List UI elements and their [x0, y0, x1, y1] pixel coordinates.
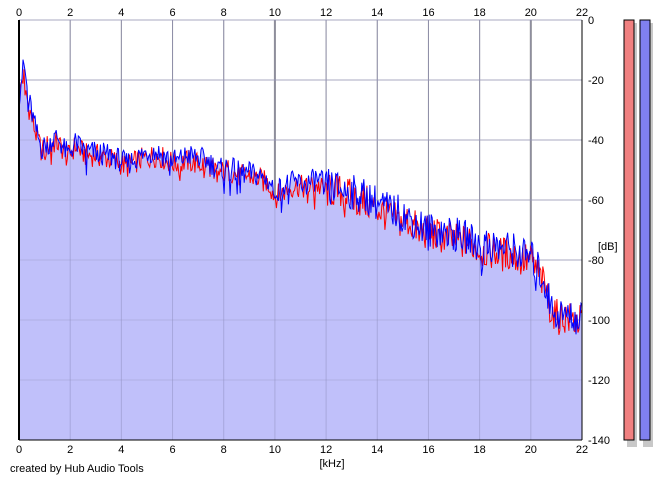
y-tick-label: -20: [588, 75, 604, 87]
x-tick-label-bottom: 18: [474, 444, 486, 456]
x-tick-label-bottom: 20: [525, 444, 537, 456]
spectrum-series: [18, 59, 583, 336]
x-tick-label-bottom: 0: [16, 444, 22, 456]
credit-text: created by Hub Audio Tools: [10, 463, 144, 475]
x-tick-label-top: 22: [576, 7, 588, 19]
spectrum-fill-area: [18, 19, 583, 441]
spectrum-fill: [19, 59, 582, 440]
y-tick-label: -120: [588, 375, 610, 387]
y-tick-label: -100: [588, 315, 610, 327]
x-tick-label-top: 12: [320, 7, 332, 19]
x-tick-label-top: 10: [269, 7, 281, 19]
y-tick-label: -60: [588, 195, 604, 207]
x-tick-label-top: 0: [16, 7, 22, 19]
x-tick-label-top: 2: [67, 7, 73, 19]
y-tick-label: -140: [588, 435, 610, 447]
level-meter-bar: [639, 19, 651, 441]
x-tick-label-top: 16: [422, 7, 434, 19]
y-tick-labels: 0 -20 -40 -60 -80 -100 -120 -140: [588, 15, 610, 447]
x-tick-label-bottom: 2: [67, 444, 73, 456]
x-tick-labels-top: 0 2 4 6 8 10 12 14 16 18 20 22: [16, 7, 588, 19]
level-meters: [623, 19, 653, 447]
x-tick-label-bottom: 16: [422, 444, 434, 456]
x-tick-label-bottom: 10: [269, 444, 281, 456]
x-tick-label-top: 18: [474, 7, 486, 19]
series-line-blue: [18, 59, 583, 335]
x-tick-label-bottom: 4: [118, 444, 124, 456]
x-tick-label-top: 4: [118, 7, 124, 19]
x-tick-labels-bottom: 0 2 4 6 8 10 12 14 16 18 20 22: [16, 444, 588, 456]
x-tick-label-bottom: 22: [576, 444, 588, 456]
y-axis-unit-label: [dB]: [598, 241, 618, 253]
x-axis-unit-label: [kHz]: [319, 458, 344, 470]
x-tick-label-top: 6: [169, 7, 175, 19]
y-tick-label: -40: [588, 135, 604, 147]
level-meter-bar: [623, 19, 635, 441]
x-tick-label-bottom: 6: [169, 444, 175, 456]
x-tick-label-top: 20: [525, 7, 537, 19]
x-tick-label-bottom: 12: [320, 444, 332, 456]
chart-axes: [18, 20, 583, 441]
x-tick-label-bottom: 8: [221, 444, 227, 456]
x-tick-label-bottom: 14: [371, 444, 383, 456]
x-tick-label-top: 8: [221, 7, 227, 19]
x-tick-label-top: 14: [371, 7, 383, 19]
y-tick-label: 0: [588, 15, 594, 27]
y-tick-label: -80: [588, 255, 604, 267]
